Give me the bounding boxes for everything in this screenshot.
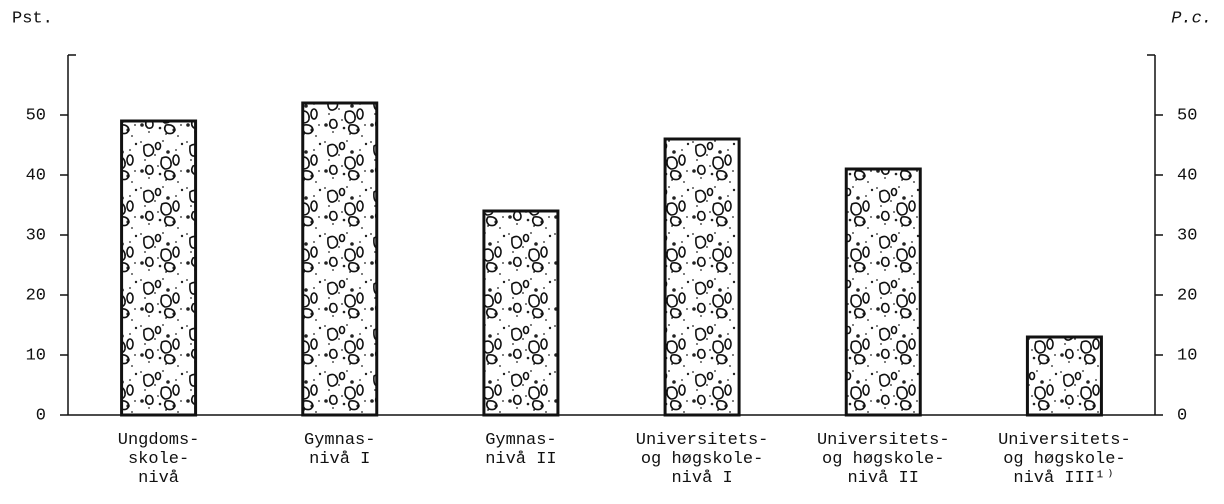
y-tick-label: 40 bbox=[26, 166, 46, 185]
y2-tick-label: 40 bbox=[1177, 166, 1197, 185]
y-tick-label: 30 bbox=[26, 226, 46, 245]
y2-tick-label: 0 bbox=[1177, 406, 1187, 425]
y2-tick-label: 10 bbox=[1177, 346, 1197, 365]
y2-tick-label: 30 bbox=[1177, 226, 1197, 245]
bar bbox=[122, 121, 196, 415]
x-tick-label: Gymnas-nivå I bbox=[304, 431, 375, 469]
x-tick-label: Universitets-og høgskole-nivå II bbox=[817, 431, 950, 488]
y-tick-label: 50 bbox=[26, 106, 46, 125]
y2-tick-label: 20 bbox=[1177, 286, 1197, 305]
bar bbox=[1027, 337, 1101, 415]
bar bbox=[846, 169, 920, 415]
bar bbox=[665, 139, 739, 415]
y-tick-label: 10 bbox=[26, 346, 46, 365]
y2-tick-label: 50 bbox=[1177, 106, 1197, 125]
y2-axis-label: P.c. bbox=[1171, 9, 1212, 28]
x-tick-label: Universitets-og høgskole-nivå III¹⁾ bbox=[998, 431, 1131, 488]
x-tick-label: Gymnas-nivå II bbox=[485, 431, 556, 469]
x-tick-label: Universitets-og høgskole-nivå I bbox=[636, 431, 769, 488]
y-axis-label: Pst. bbox=[12, 9, 53, 28]
y-tick-label: 0 bbox=[36, 406, 46, 425]
chart: Pst. P.c. 0 10 20 30 40 50 0 10 20 30 40 50 Ungdoms-… bbox=[0, 0, 1224, 504]
x-tick-label: Ungdoms-skole-nivå bbox=[118, 431, 200, 488]
bar bbox=[303, 103, 377, 415]
y-tick-label: 20 bbox=[26, 286, 46, 305]
bar bbox=[484, 211, 558, 415]
